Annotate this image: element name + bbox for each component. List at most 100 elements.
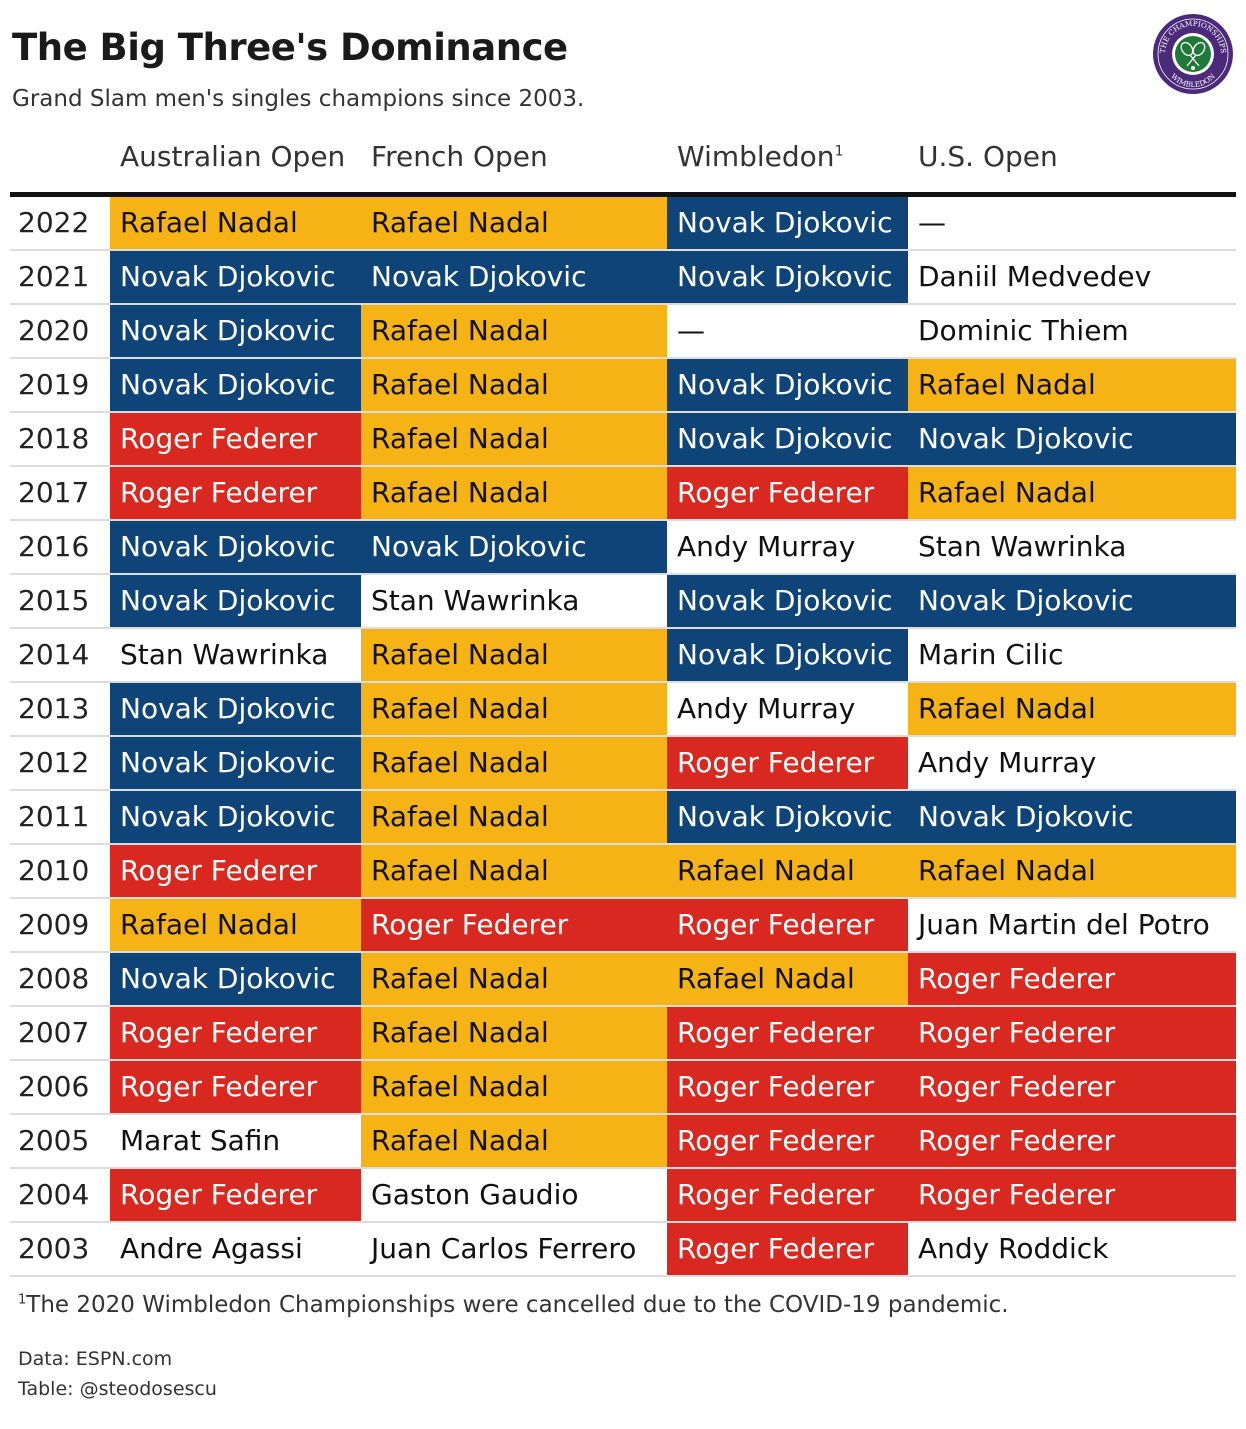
table-row: 2019 Novak Djokovic Rafael Nadal Novak Djok… (10, 359, 1236, 413)
year-cell: 2006 (18, 1070, 90, 1103)
table-row: 2022 Rafael Nadal Rafael Nadal Novak Djokov… (10, 197, 1236, 251)
table-row: 2017 Roger Federer Rafael Nadal Roger Feder… (10, 467, 1236, 521)
table-credit: Table: @steodosescu (18, 1378, 217, 1400)
year-cell: 2013 (18, 692, 90, 725)
champion-cell-wimbledon: Novak Djokovic (667, 575, 908, 627)
table-row: 2020 Novak Djokovic Rafael Nadal — Dominic T… (10, 305, 1236, 359)
champion-cell-us-open: Marin Cilic (908, 629, 1236, 681)
table-row: 2005 Marat Safin Rafael Nadal Roger Federer… (10, 1115, 1236, 1169)
year-cell: 2005 (18, 1124, 90, 1157)
champion-cell-australian-open: Novak Djokovic (110, 251, 361, 303)
column-header-us-open: U.S. Open (918, 140, 1058, 173)
champion-cell-french-open: Novak Djokovic (361, 521, 667, 573)
champion-cell-australian-open: Roger Federer (110, 1007, 361, 1059)
column-header-wimbledon-label: Wimbledon (677, 140, 835, 173)
table-row: 2003 Andre Agassi Juan Carlos Ferrero Roger… (10, 1223, 1236, 1277)
column-headers: Australian Open French Open Wimbledon1 U… (0, 140, 1246, 184)
champion-cell-us-open: Rafael Nadal (908, 359, 1236, 411)
champion-cell-wimbledon: Novak Djokovic (667, 359, 908, 411)
table-row: 2012 Novak Djokovic Rafael Nadal Roger Fede… (10, 737, 1236, 791)
table-row: 2009 Rafael Nadal Roger Federer Roger Feder… (10, 899, 1236, 953)
champion-cell-us-open: — (908, 197, 1236, 249)
year-cell: 2017 (18, 476, 90, 509)
header-divider (10, 192, 1236, 197)
year-cell: 2014 (18, 638, 90, 671)
champion-cell-australian-open: Roger Federer (110, 467, 361, 519)
champion-cell-wimbledon: Roger Federer (667, 1169, 908, 1221)
champion-cell-australian-open: Roger Federer (110, 1169, 361, 1221)
champion-cell-us-open: Novak Djokovic (908, 791, 1236, 843)
champion-cell-australian-open: Roger Federer (110, 845, 361, 897)
champion-cell-french-open: Roger Federer (361, 899, 667, 951)
champion-cell-australian-open: Stan Wawrinka (110, 629, 361, 681)
champion-cell-wimbledon: Novak Djokovic (667, 251, 908, 303)
champion-cell-australian-open: Rafael Nadal (110, 899, 361, 951)
champion-cell-us-open: Dominic Thiem (908, 305, 1236, 357)
champion-cell-french-open: Rafael Nadal (361, 629, 667, 681)
champion-cell-us-open: Juan Martin del Potro (908, 899, 1236, 951)
champion-cell-us-open: Roger Federer (908, 953, 1236, 1005)
champion-cell-wimbledon: Rafael Nadal (667, 953, 908, 1005)
champion-cell-wimbledon: Novak Djokovic (667, 629, 908, 681)
year-cell: 2011 (18, 800, 90, 833)
table-row: 2006 Roger Federer Rafael Nadal Roger Feder… (10, 1061, 1236, 1115)
champion-cell-australian-open: Roger Federer (110, 413, 361, 465)
champion-cell-french-open: Rafael Nadal (361, 845, 667, 897)
column-header-australian-open: Australian Open (120, 140, 346, 173)
champion-cell-us-open: Roger Federer (908, 1169, 1236, 1221)
year-cell: 2021 (18, 260, 90, 293)
champion-cell-french-open: Rafael Nadal (361, 737, 667, 789)
champion-cell-australian-open: Novak Djokovic (110, 359, 361, 411)
year-cell: 2009 (18, 908, 90, 941)
champion-cell-us-open: Roger Federer (908, 1115, 1236, 1167)
table-row: 2011 Novak Djokovic Rafael Nadal Novak Djok… (10, 791, 1236, 845)
column-header-wimbledon: Wimbledon1 (677, 140, 843, 173)
table-row: 2010 Roger Federer Rafael Nadal Rafael Nada… (10, 845, 1236, 899)
footnote: 1The 2020 Wimbledon Championships were c… (18, 1292, 1009, 1318)
champion-cell-australian-open: Andre Agassi (110, 1223, 361, 1275)
page-title: The Big Three's Dominance (12, 26, 568, 69)
champion-cell-wimbledon: Roger Federer (667, 899, 908, 951)
year-cell: 2019 (18, 368, 90, 401)
year-cell: 2018 (18, 422, 90, 455)
table-row: 2008 Novak Djokovic Rafael Nadal Rafael Nad… (10, 953, 1236, 1007)
champion-cell-australian-open: Rafael Nadal (110, 197, 361, 249)
year-cell: 2016 (18, 530, 90, 563)
champion-cell-wimbledon: Rafael Nadal (667, 845, 908, 897)
year-cell: 2022 (18, 206, 90, 239)
year-cell: 2015 (18, 584, 90, 617)
year-cell: 2004 (18, 1178, 90, 1211)
champion-cell-us-open: Rafael Nadal (908, 683, 1236, 735)
champion-cell-australian-open: Novak Djokovic (110, 737, 361, 789)
year-cell: 2008 (18, 962, 90, 995)
champion-cell-french-open: Rafael Nadal (361, 1061, 667, 1113)
champion-cell-australian-open: Novak Djokovic (110, 953, 361, 1005)
champion-cell-french-open: Rafael Nadal (361, 683, 667, 735)
wimbledon-footnote-mark: 1 (834, 143, 844, 160)
wimbledon-logo-icon: THE CHAMPIONSHIPS WIMBLEDON (1153, 14, 1233, 94)
champion-cell-australian-open: Novak Djokovic (110, 305, 361, 357)
table-row: 2021 Novak Djokovic Novak Djokovic Novak Dj… (10, 251, 1236, 305)
champion-cell-wimbledon: Roger Federer (667, 1223, 908, 1275)
champion-cell-wimbledon: Roger Federer (667, 1007, 908, 1059)
champion-cell-wimbledon: Roger Federer (667, 467, 908, 519)
champion-cell-french-open: Gaston Gaudio (361, 1169, 667, 1221)
footnote-text: The 2020 Wimbledon Championships were ca… (26, 1292, 1009, 1318)
year-cell: 2010 (18, 854, 90, 887)
champion-cell-us-open: Roger Federer (908, 1007, 1236, 1059)
table-row: 2004 Roger Federer Gaston Gaudio Roger Fede… (10, 1169, 1236, 1223)
champion-cell-wimbledon: Novak Djokovic (667, 791, 908, 843)
year-cell: 2007 (18, 1016, 90, 1049)
champion-cell-australian-open: Marat Safin (110, 1115, 361, 1167)
champion-cell-wimbledon: Andy Murray (667, 683, 908, 735)
champions-table: 2022 Rafael Nadal Rafael Nadal Novak Djokov… (10, 197, 1236, 1277)
page-subtitle: Grand Slam men's singles champions since… (12, 86, 585, 112)
champion-cell-us-open: Novak Djokovic (908, 575, 1236, 627)
champion-cell-french-open: Rafael Nadal (361, 1115, 667, 1167)
champion-cell-french-open: Rafael Nadal (361, 413, 667, 465)
champion-cell-australian-open: Roger Federer (110, 1061, 361, 1113)
table-row: 2014 Stan Wawrinka Rafael Nadal Novak Djoko… (10, 629, 1236, 683)
champion-cell-australian-open: Novak Djokovic (110, 683, 361, 735)
champion-cell-wimbledon: Roger Federer (667, 737, 908, 789)
champion-cell-wimbledon: Roger Federer (667, 1115, 908, 1167)
